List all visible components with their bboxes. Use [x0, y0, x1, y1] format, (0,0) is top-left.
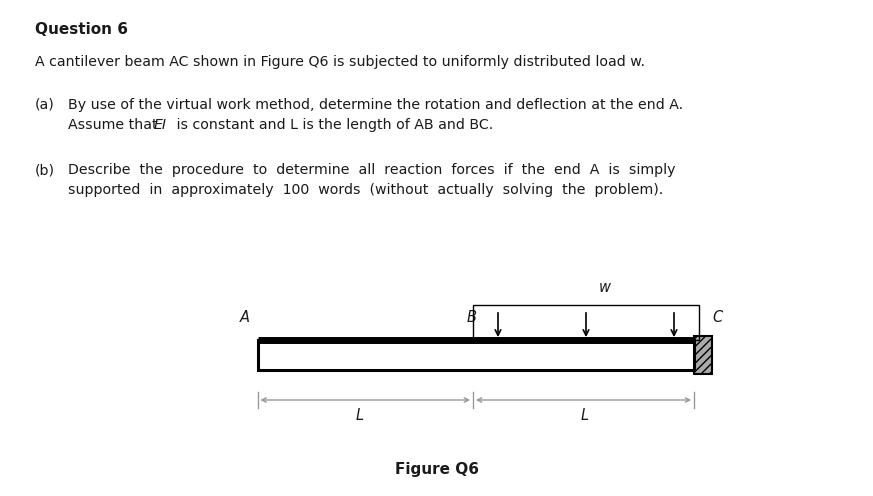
- Text: A cantilever beam AC shown in Figure Q6 is subjected to uniformly distributed lo: A cantilever beam AC shown in Figure Q6 …: [35, 55, 645, 69]
- Text: EI: EI: [154, 118, 167, 132]
- Text: Describe  the  procedure  to  determine  all  reaction  forces  if  the  end  A : Describe the procedure to determine all …: [68, 163, 676, 177]
- Text: is constant and L is the length of AB and BC.: is constant and L is the length of AB an…: [172, 118, 493, 132]
- Text: By use of the virtual work method, determine the rotation and deflection at the : By use of the virtual work method, deter…: [68, 98, 684, 112]
- Text: A: A: [240, 310, 250, 325]
- Text: L: L: [581, 408, 589, 423]
- Text: (b): (b): [35, 163, 55, 177]
- Text: Figure Q6: Figure Q6: [395, 462, 479, 477]
- Text: B: B: [467, 310, 477, 325]
- Bar: [694, 336, 712, 374]
- Text: L: L: [356, 408, 364, 423]
- Text: w: w: [599, 280, 611, 295]
- Bar: [258, 340, 694, 370]
- Text: Question 6: Question 6: [35, 22, 128, 37]
- Bar: [473, 305, 699, 340]
- Text: C: C: [713, 310, 723, 325]
- Text: Assume that: Assume that: [68, 118, 162, 132]
- Text: supported  in  approximately  100  words  (without  actually  solving  the  prob: supported in approximately 100 words (wi…: [68, 183, 663, 197]
- Text: (a): (a): [35, 98, 55, 112]
